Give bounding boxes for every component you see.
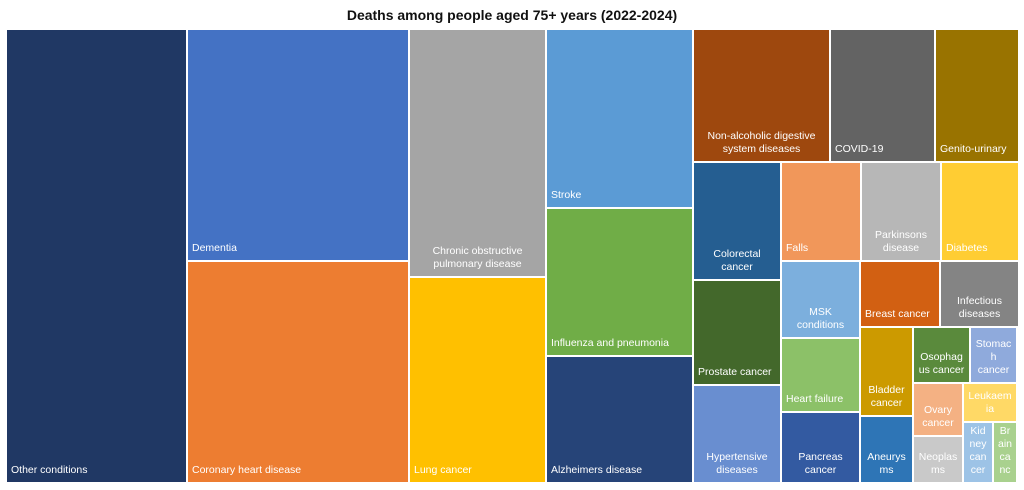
treemap-tile: Influenza and pneumonia (547, 209, 692, 355)
treemap-tile: Colorectal cancer (694, 163, 780, 279)
treemap-tile: MSK conditions (782, 262, 859, 337)
tile-label: Chronic obstructive pulmonary disease (432, 245, 523, 270)
tile-label: Genito-urinary (940, 143, 1007, 155)
treemap-tile: Brain canc (994, 423, 1016, 482)
treemap-tile: Aneurysms (861, 417, 912, 482)
treemap-tile: Chronic obstructive pulmonary disease (410, 30, 545, 276)
tile-label: Kidney cancer (969, 425, 987, 476)
treemap-tile: Breast cancer (861, 262, 939, 326)
tile-label: Diabetes (946, 242, 988, 254)
treemap-tile: Lung cancer (410, 278, 545, 482)
treemap-tile: Dementia (188, 30, 408, 260)
tile-label: Ovary cancer (922, 404, 954, 429)
tile-label: Hypertensive diseases (706, 451, 768, 476)
treemap-tile: Leukaemia (964, 384, 1016, 421)
treemap-tile: Infectious diseases (941, 262, 1018, 326)
tile-label: Non-alcoholic digestive system diseases (707, 130, 816, 155)
tile-label: Stroke (551, 189, 582, 201)
tile-label: Prostate cancer (698, 366, 772, 378)
tile-label: Brain canc (998, 425, 1013, 476)
tile-label: Stomach cancer (975, 338, 1012, 376)
tile-label: MSK conditions (796, 306, 845, 331)
tile-label: Osophagus cancer (918, 351, 965, 376)
tile-label: Aneurysms (867, 451, 906, 476)
tile-label: Colorectal cancer (713, 248, 761, 273)
treemap-tile: Pancreas cancer (782, 413, 859, 482)
treemap-tile: Ovary cancer (914, 384, 962, 435)
treemap-tile: Alzheimers disease (547, 357, 692, 482)
tile-label: Coronary heart disease (192, 464, 302, 476)
treemap-tile: Falls (782, 163, 860, 260)
treemap-tile: Hypertensive diseases (694, 386, 780, 482)
treemap-tile: Diabetes (942, 163, 1018, 260)
tile-label: Heart failure (786, 393, 844, 405)
tile-label: COVID-19 (835, 143, 884, 155)
tile-label: Infectious diseases (957, 295, 1002, 320)
tile-label: Pancreas cancer (798, 451, 843, 476)
tile-label: Lung cancer (414, 464, 472, 476)
treemap-tile: Genito-urinary (936, 30, 1018, 161)
treemap-tile: Stomach cancer (971, 328, 1016, 382)
tile-label: Parkinsons disease (875, 229, 927, 254)
tile-label: Falls (786, 242, 809, 254)
treemap-tile: Kidney cancer (964, 423, 992, 482)
tile-label: Breast cancer (865, 308, 930, 320)
tile-label: Bladder cancer (868, 384, 905, 409)
treemap-tile: Non-alcoholic digestive system diseases (694, 30, 829, 161)
tile-label: Dementia (192, 242, 237, 254)
treemap-tile: COVID-19 (831, 30, 934, 161)
tile-label: Influenza and pneumonia (551, 337, 669, 349)
treemap-tile: Coronary heart disease (188, 262, 408, 482)
treemap-tile: Parkinsons disease (862, 163, 940, 260)
treemap-tile: Osophagus cancer (914, 328, 969, 382)
treemap-tile: Bladder cancer (861, 328, 912, 415)
tile-label: Leukaemia (968, 390, 1012, 415)
treemap-tile: Stroke (547, 30, 692, 207)
chart-title: Deaths among people aged 75+ years (2022… (346, 7, 678, 23)
treemap-tile: Other conditions (7, 30, 186, 482)
tile-label: Alzheimers disease (551, 464, 643, 476)
treemap-tile: Heart failure (782, 339, 859, 411)
treemap-tile: Neoplasms (914, 437, 962, 482)
tile-label: Other conditions (11, 464, 88, 476)
tile-label: Neoplasms (918, 451, 958, 476)
treemap-tile: Prostate cancer (694, 281, 780, 384)
